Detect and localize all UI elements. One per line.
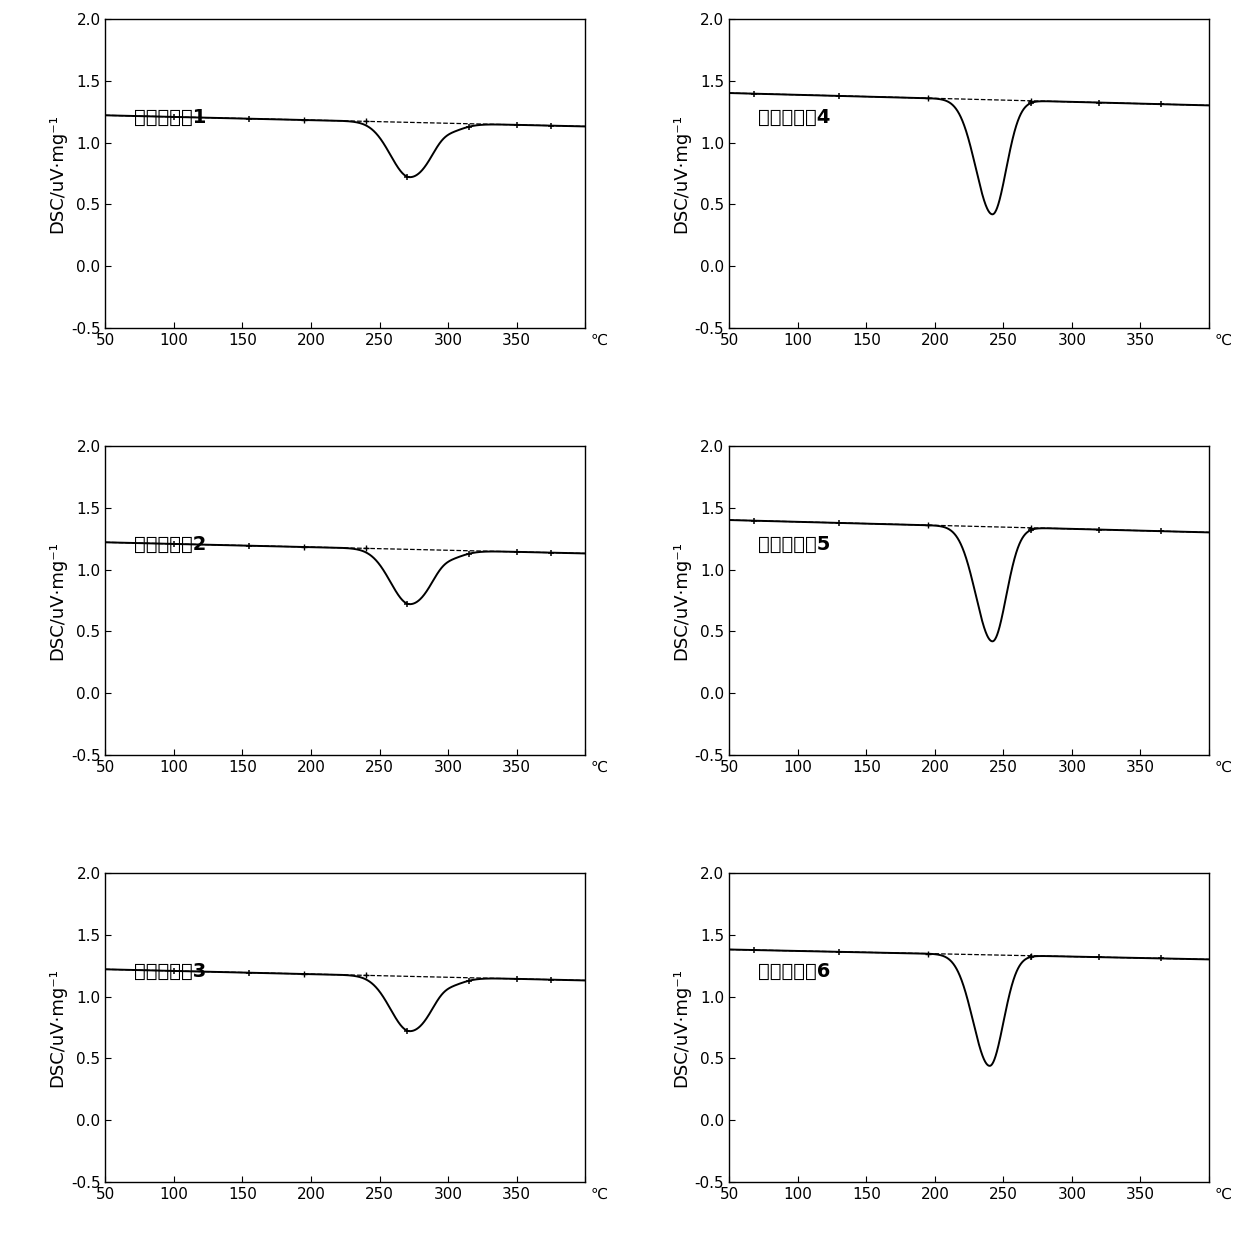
Text: ℃: ℃ — [1214, 1186, 1231, 1201]
Y-axis label: DSC/uV·mg⁻¹: DSC/uV·mg⁻¹ — [672, 968, 691, 1087]
Text: 油茶粕多肽3: 油茶粕多肽3 — [134, 962, 206, 981]
Text: ℃: ℃ — [590, 333, 608, 348]
Y-axis label: DSC/uV·mg⁻¹: DSC/uV·mg⁻¹ — [48, 968, 67, 1087]
Text: ℃: ℃ — [590, 1186, 608, 1201]
Y-axis label: DSC/uV·mg⁻¹: DSC/uV·mg⁻¹ — [48, 540, 67, 661]
Text: 油茶粕多肽5: 油茶粕多肽5 — [758, 535, 831, 554]
Y-axis label: DSC/uV·mg⁻¹: DSC/uV·mg⁻¹ — [48, 114, 67, 233]
Text: 油茶粕多肽6: 油茶粕多肽6 — [758, 962, 831, 981]
Text: ℃: ℃ — [1214, 333, 1231, 348]
Text: 油茶粕多肽1: 油茶粕多肽1 — [134, 109, 207, 128]
Y-axis label: DSC/uV·mg⁻¹: DSC/uV·mg⁻¹ — [672, 114, 691, 233]
Text: ℃: ℃ — [590, 759, 608, 774]
Y-axis label: DSC/uV·mg⁻¹: DSC/uV·mg⁻¹ — [672, 540, 691, 661]
Text: 油茶粕多肽2: 油茶粕多肽2 — [134, 535, 207, 554]
Text: ℃: ℃ — [1214, 759, 1231, 774]
Text: 油茶粕多肽4: 油茶粕多肽4 — [758, 109, 831, 128]
